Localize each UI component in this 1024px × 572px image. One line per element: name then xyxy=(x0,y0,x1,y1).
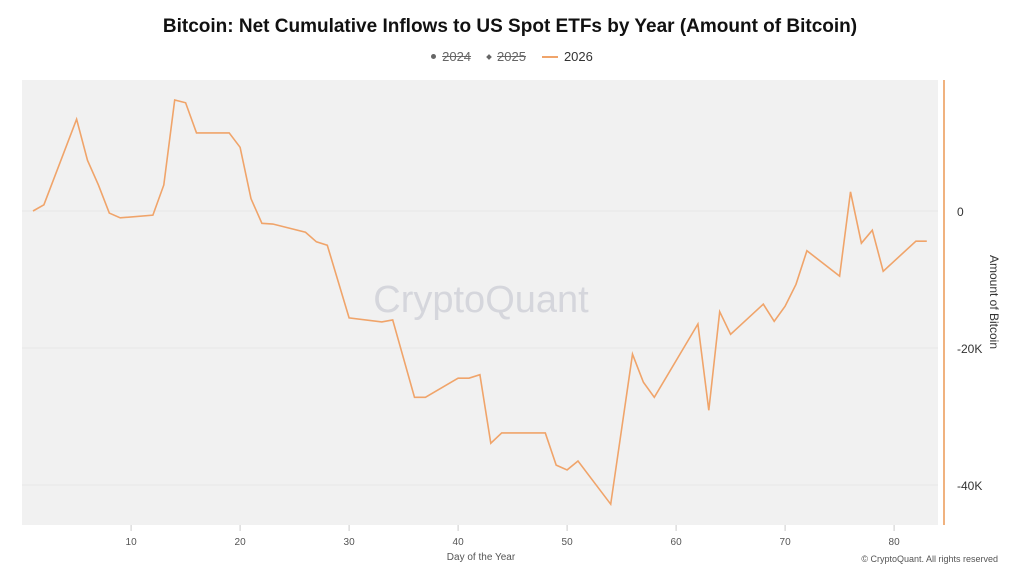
x-tick-label: 10 xyxy=(126,537,138,548)
series-line-2026 xyxy=(32,99,927,507)
x-tick-label: 30 xyxy=(344,537,356,548)
y-tick-label: -20K xyxy=(957,342,982,356)
x-axis-label: Day of the Year xyxy=(447,552,516,563)
chart-title: Bitcoin: Net Cumulative Inflows to US Sp… xyxy=(162,16,858,37)
x-tick-label: 70 xyxy=(780,537,792,548)
y-axis-label: Amount of Bitcoin xyxy=(987,255,1001,349)
x-tick-label: 80 xyxy=(889,537,901,548)
copyright: © CryptoQuant. All rights reserved xyxy=(861,554,998,564)
y-tick-label: 0 xyxy=(957,205,964,219)
legend-label: 2026 xyxy=(563,49,593,64)
legend-label: 2024 xyxy=(442,49,472,64)
x-tick-label: 20 xyxy=(235,537,247,548)
legend-item-2024[interactable]: 2024 xyxy=(431,49,471,64)
dot-marker-icon xyxy=(431,54,437,59)
legend-item-2026[interactable]: 2026 xyxy=(541,49,593,64)
plot-area xyxy=(22,80,938,525)
legend-item-2025[interactable]: 2025 xyxy=(486,49,526,64)
x-tick-label: 60 xyxy=(671,537,683,548)
y-tick-label: -40K xyxy=(957,479,982,493)
legend: 2024 2025 2026 xyxy=(0,49,1024,64)
legend-label: 2025 xyxy=(497,49,526,64)
x-tick-label: 40 xyxy=(453,537,465,548)
x-tick-label: 50 xyxy=(562,537,574,548)
line-marker-icon xyxy=(541,55,558,58)
watermark: CryptoQuant xyxy=(373,279,589,321)
